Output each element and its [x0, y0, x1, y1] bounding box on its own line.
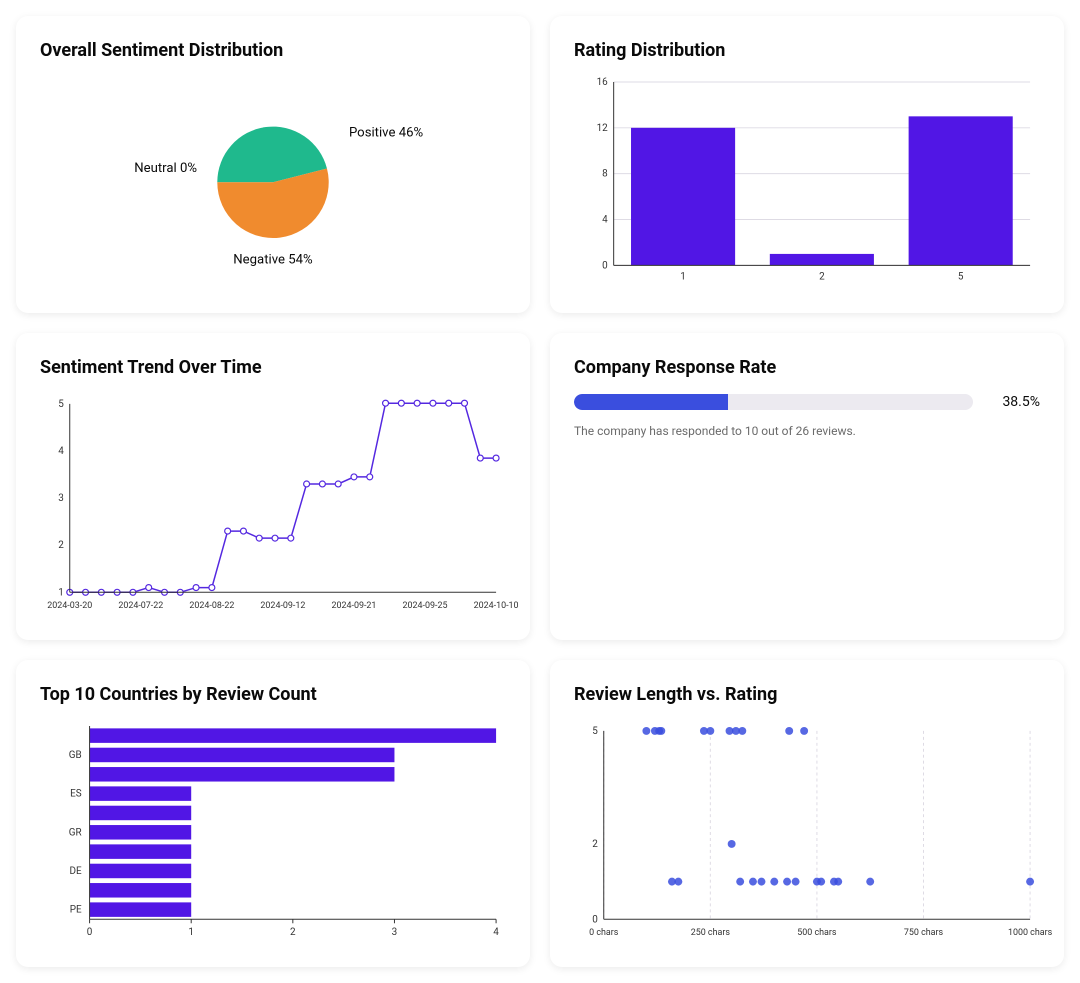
card-sentiment-trend: Sentiment Trend Over Time 1 2 3 4 5 2024-03-2… — [16, 333, 530, 640]
card-title: Company Response Rate — [574, 357, 1040, 378]
svg-text:GR: GR — [69, 828, 82, 839]
svg-text:5: 5 — [592, 726, 598, 737]
scatter-chart: 0 chars250 chars500 chars750 chars1000 c… — [574, 721, 1040, 939]
card-review-length-rating: Review Length vs. Rating 0 chars 250 char… — [550, 660, 1064, 967]
progress-bar-wrap: 38.5% — [574, 394, 1040, 410]
svg-text:750 chars: 750 chars — [904, 928, 944, 938]
response-caption: The company has responded to 10 out of 2… — [574, 424, 1040, 438]
svg-text:0: 0 — [87, 927, 93, 938]
svg-text:4: 4 — [602, 214, 608, 225]
card-rating-distribution: Rating Distribution 0481216125 — [550, 16, 1064, 313]
svg-text:500 chars: 500 chars — [797, 928, 837, 938]
svg-text:5: 5 — [958, 271, 964, 282]
svg-text:0: 0 — [592, 915, 598, 926]
card-title: Overall Sentiment Distribution — [40, 40, 506, 61]
card-title: Sentiment Trend Over Time — [40, 357, 506, 378]
pie-chart: Positive 46% Neutral 0% Negative 54% — [40, 77, 506, 287]
card-title: Rating Distribution — [574, 40, 1040, 61]
svg-text:8: 8 — [602, 169, 608, 180]
svg-text:1: 1 — [58, 587, 64, 598]
svg-text:0 chars: 0 chars — [589, 928, 619, 938]
svg-text:4: 4 — [58, 446, 64, 457]
svg-text:0: 0 — [602, 260, 608, 271]
svg-text:3: 3 — [392, 927, 398, 938]
svg-text:4: 4 — [493, 927, 499, 938]
svg-text:2024-10-10: 2024-10-10 — [474, 601, 519, 611]
progress-bar-track — [574, 394, 973, 410]
svg-text:2024-09-12: 2024-09-12 — [260, 601, 305, 611]
svg-text:1000 chars: 1000 chars — [1008, 928, 1053, 938]
svg-text:3: 3 — [58, 493, 64, 504]
svg-text:PE: PE — [70, 905, 82, 916]
line-chart: 1 2 3 4 5 2024-03-20 2024-07-22 2024-08-22 2024-… — [40, 394, 506, 612]
svg-text:2: 2 — [819, 271, 825, 282]
progress-percent-label: 38.5% — [985, 394, 1040, 410]
svg-text:250 chars: 250 chars — [691, 928, 731, 938]
horizontal-bar-chart: GB ES GR DE PE 0 1 2 3 4 — [40, 721, 506, 939]
svg-text:1: 1 — [188, 927, 194, 938]
svg-text:Positive 46%: Positive 46% — [349, 125, 424, 140]
svg-text:1: 1 — [680, 271, 686, 282]
svg-text:2024-03-20: 2024-03-20 — [47, 601, 92, 611]
svg-text:16: 16 — [597, 77, 609, 88]
svg-text:5: 5 — [58, 399, 64, 410]
svg-text:2: 2 — [290, 927, 296, 938]
svg-text:2024-07-22: 2024-07-22 — [118, 601, 163, 611]
bar-chart: 0481216125 — [574, 77, 1040, 285]
svg-text:2024-09-25: 2024-09-25 — [403, 601, 448, 611]
progress-bar-fill — [574, 394, 728, 410]
card-sentiment-distribution: Overall Sentiment Distribution Positive … — [16, 16, 530, 313]
svg-text:2: 2 — [58, 540, 64, 551]
svg-text:Neutral 0%: Neutral 0% — [134, 161, 197, 176]
card-title: Top 10 Countries by Review Count — [40, 684, 506, 705]
card-response-rate: Company Response Rate 38.5% The company … — [550, 333, 1064, 640]
svg-text:12: 12 — [597, 123, 609, 134]
svg-text:2024-08-22: 2024-08-22 — [189, 601, 234, 611]
card-title: Review Length vs. Rating — [574, 684, 1040, 705]
svg-text:GB: GB — [69, 750, 82, 761]
svg-text:ES: ES — [70, 789, 82, 800]
svg-text:2024-09-21: 2024-09-21 — [331, 601, 376, 611]
card-top-countries: Top 10 Countries by Review Count GB ES GR D… — [16, 660, 530, 967]
svg-text:Negative 54%: Negative 54% — [233, 252, 313, 267]
svg-text:DE: DE — [70, 866, 83, 877]
svg-text:2: 2 — [592, 839, 598, 850]
